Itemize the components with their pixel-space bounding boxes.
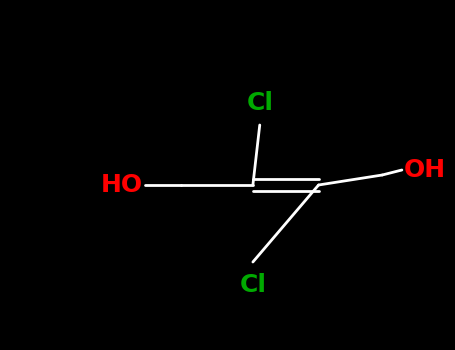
Text: OH: OH — [404, 158, 446, 182]
Text: HO: HO — [101, 173, 143, 197]
Text: Cl: Cl — [239, 273, 266, 296]
Text: Cl: Cl — [246, 91, 273, 114]
